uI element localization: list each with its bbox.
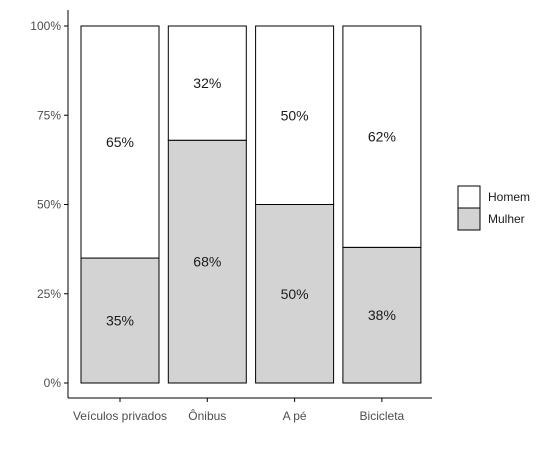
legend-key-mulher <box>457 207 481 231</box>
bar-mulher-3 <box>342 246 422 384</box>
bar-mulher-0 <box>80 257 160 384</box>
x-tick-label: Veículos privados <box>73 409 167 423</box>
y-tick-label: 75% <box>37 108 61 122</box>
data-label: 50% <box>281 286 309 302</box>
data-label: 68% <box>193 254 221 270</box>
bar-mulher-2 <box>255 204 335 384</box>
data-label: 65% <box>106 134 134 150</box>
bar-homem-1 <box>167 25 247 141</box>
data-label: 62% <box>368 129 396 145</box>
y-tick-label: 0% <box>44 376 62 390</box>
bar-homem-2 <box>255 25 335 205</box>
bar-homem-0 <box>80 25 160 259</box>
plot-area: 35% 65% 68% 32% 50% 50% 38% 62% <box>80 25 422 384</box>
x-tick-label: A pé <box>283 409 307 423</box>
x-tick-label: Bicicleta <box>360 409 405 423</box>
y-axis: 0% 25% 50% 75% 100% <box>30 10 69 398</box>
data-label: 50% <box>281 107 309 123</box>
y-tick-label: 25% <box>37 287 61 301</box>
legend-label-homem: Homem <box>488 190 530 204</box>
data-label: 38% <box>368 307 396 323</box>
legend-key-homem <box>457 185 481 209</box>
legend: Homem Mulher <box>457 185 530 231</box>
bar-homem-3 <box>342 25 422 248</box>
y-tick-label: 50% <box>37 198 61 212</box>
y-tick-label: 100% <box>30 19 61 33</box>
x-axis: Veículos privados Ônibus A pé Bicicleta <box>68 397 432 423</box>
data-label: 35% <box>106 313 134 329</box>
x-tick-label: Ônibus <box>188 408 226 423</box>
legend-label-mulher: Mulher <box>488 212 525 226</box>
data-label: 32% <box>193 75 221 91</box>
